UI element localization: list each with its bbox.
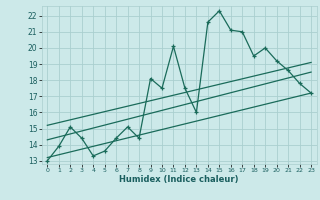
X-axis label: Humidex (Indice chaleur): Humidex (Indice chaleur) (119, 175, 239, 184)
